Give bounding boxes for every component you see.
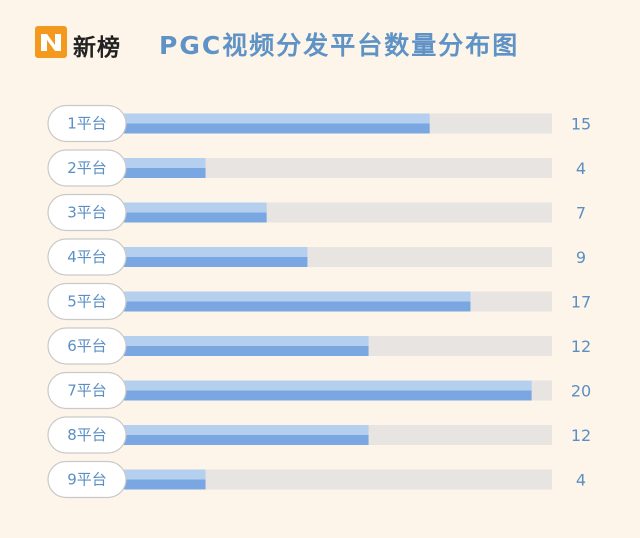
value-label: 12 [571,426,591,445]
brand-name: 新榜 [73,35,121,61]
bar [124,390,532,401]
bar [124,168,206,178]
value-label: 4 [576,159,586,178]
bar [124,479,206,490]
category-label: 6平台 [67,337,107,355]
category-pill [47,149,127,187]
bar-highlight [124,469,206,480]
bar [124,301,471,312]
bar [124,257,308,267]
bar-highlight [124,247,308,257]
bar-highlight [124,113,430,124]
category-pill [47,104,127,143]
value-label: 15 [571,115,591,134]
category-label: 8平台 [67,426,107,444]
category-label: 4平台 [67,248,107,266]
category-label: 1平台 [67,115,107,133]
bar [124,346,369,356]
chart-header: 新榜 PGC视频分发平台数量分布图 [35,22,625,66]
category-pill [47,371,127,410]
value-label: 12 [571,337,591,356]
category-pill [47,238,127,276]
category-label: 5平台 [67,293,107,311]
category-pill [47,193,127,232]
category-pill [47,416,127,454]
bar [124,435,369,445]
bar-highlight [124,291,471,302]
category-pill [47,327,127,365]
category-pill [47,282,127,321]
category-label: 7平台 [67,382,107,400]
bar-highlight [124,380,532,391]
value-label: 7 [576,204,586,223]
bar [124,123,430,134]
category-label: 3平台 [67,204,107,222]
category-pill [47,460,127,499]
chart-title: PGC视频分发平台数量分布图 [159,31,520,60]
bar-highlight [124,425,369,435]
bar-track [124,158,552,178]
bar-highlight [124,158,206,168]
category-label: 2平台 [67,159,107,177]
bar-track [124,469,552,490]
bar-highlight [124,202,267,213]
value-label: 9 [576,248,586,267]
value-label: 17 [571,293,591,312]
value-label: 4 [576,471,586,490]
bar-highlight [124,336,369,346]
category-label: 9平台 [67,471,107,489]
value-label: 20 [571,382,591,401]
newrank-logo-icon [35,26,67,58]
bar [124,212,267,223]
